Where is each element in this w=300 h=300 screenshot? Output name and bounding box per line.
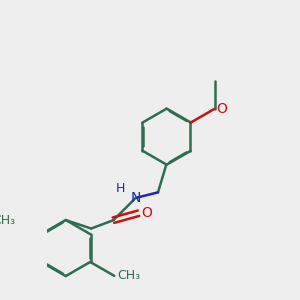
Text: N: N	[130, 191, 141, 205]
Text: O: O	[216, 102, 227, 116]
Text: CH₃: CH₃	[117, 269, 140, 282]
Text: CH₃: CH₃	[0, 214, 15, 227]
Text: O: O	[141, 206, 152, 220]
Text: H: H	[116, 182, 125, 195]
